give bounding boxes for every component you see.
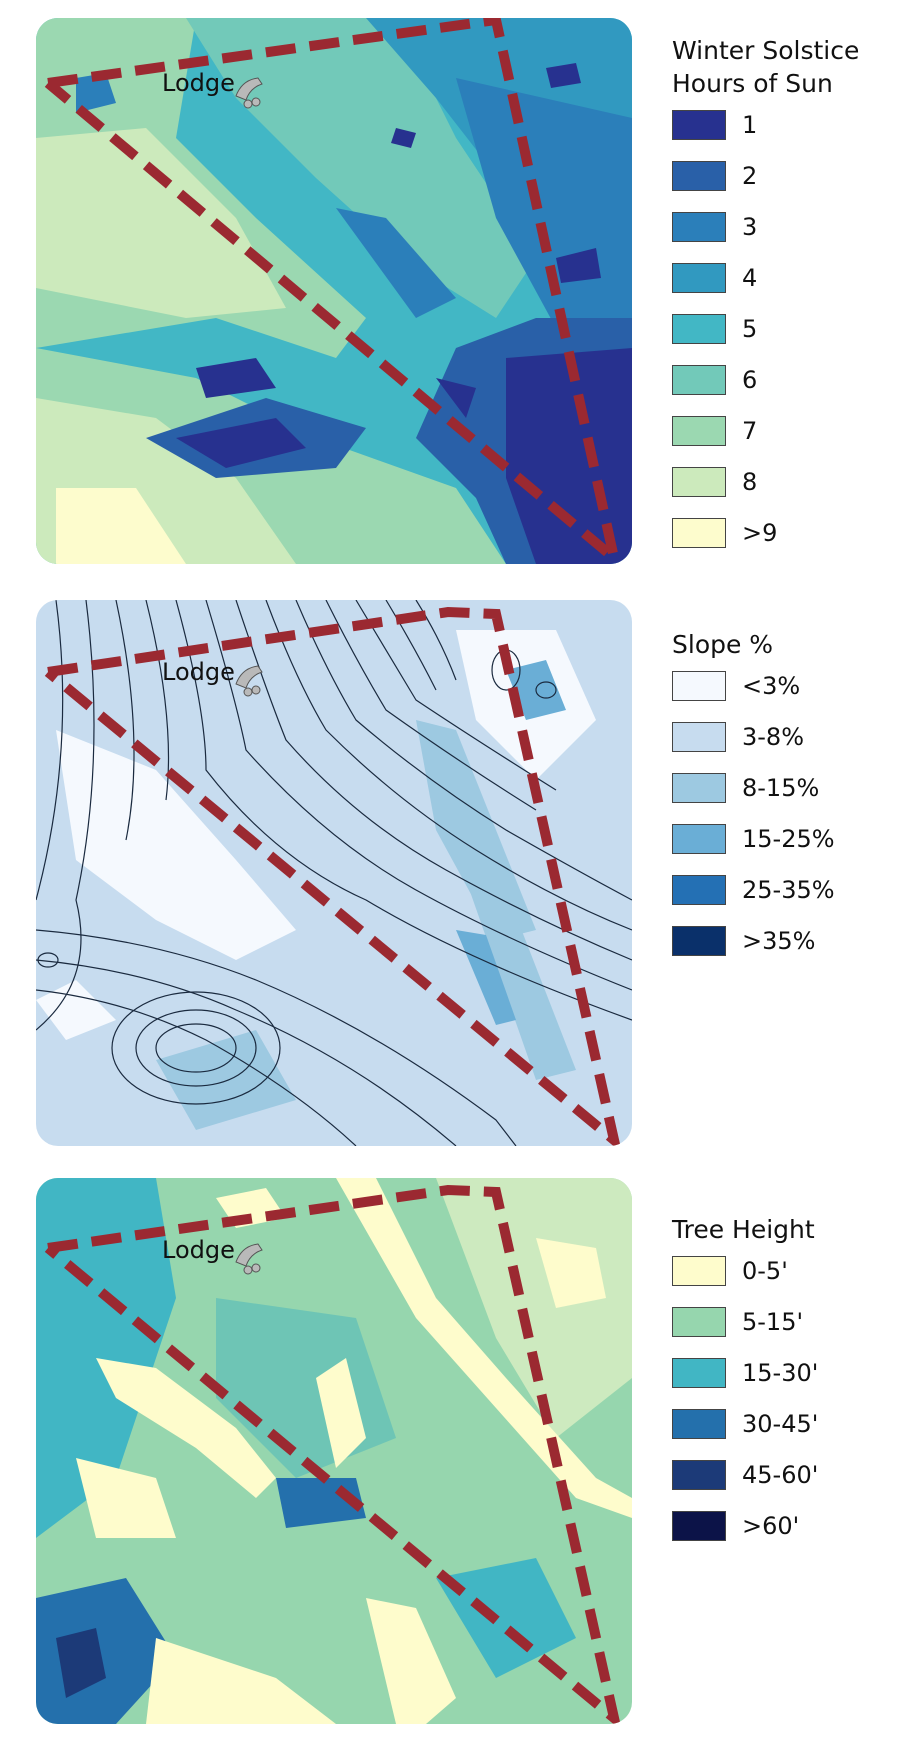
legend-item: 7 [672, 416, 892, 467]
legend-label: 1 [742, 111, 758, 139]
legend-swatch [672, 467, 726, 497]
lodge-label: Lodge [162, 69, 235, 97]
tree-height-map[interactable]: Lodge [36, 1178, 632, 1724]
legend-list: 1 2 3 4 5 6 7 8 >9 [672, 110, 892, 569]
legend-list: 0-5' 5-15' 15-30' 30-45' 45-60' >60' [672, 1256, 892, 1562]
legend-label: 0-5' [742, 1257, 788, 1285]
legend-title: Winter Solstice Hours of Sun [672, 36, 860, 98]
legend-swatch [672, 875, 726, 905]
legend-label: 15-30' [742, 1359, 819, 1387]
legend-swatch [672, 518, 726, 548]
legend-swatch [672, 671, 726, 701]
sun-hours-map-canvas: Lodge [36, 18, 632, 564]
legend-label: 25-35% [742, 876, 835, 904]
legend-item: 2 [672, 161, 892, 212]
legend-label: 6 [742, 366, 758, 394]
legend-label: 5-15' [742, 1308, 804, 1336]
legend-swatch [672, 263, 726, 293]
boundary-triangle [44, 606, 621, 1146]
legend-label: 8 [742, 468, 758, 496]
lodge-building-icon [235, 1243, 263, 1275]
legend-label: 7 [742, 417, 758, 445]
legend-label: <3% [742, 672, 801, 700]
legend-item: 8 [672, 467, 892, 518]
sun-hours-map[interactable]: Lodge [36, 18, 632, 564]
lodge-label: Lodge [162, 658, 235, 686]
tree-height-legend: Tree Height 0-5' 5-15' 15-30' 30-45' 45-60' >… [672, 1213, 892, 1562]
legend-swatch [672, 365, 726, 395]
legend-label: >60' [742, 1512, 800, 1540]
legend-item: 6 [672, 365, 892, 416]
legend-item: 5 [672, 314, 892, 365]
legend-swatch [672, 773, 726, 803]
legend-swatch [672, 212, 726, 242]
legend-item: 25-35% [672, 875, 892, 926]
lodge-label: Lodge [162, 1236, 235, 1264]
legend-label: 15-25% [742, 825, 835, 853]
slope-legend: Slope % <3% 3-8% 8-15% 15-25% 25-35% >35% [672, 628, 892, 977]
legend-swatch [672, 722, 726, 752]
boundary-triangle [44, 18, 621, 564]
legend-item: >35% [672, 926, 892, 977]
legend-label: 30-45' [742, 1410, 819, 1438]
legend-item: 0-5' [672, 1256, 892, 1307]
legend-label: 45-60' [742, 1461, 819, 1489]
legend-item: 1 [672, 110, 892, 161]
legend-label: 3 [742, 213, 758, 241]
legend-item: 15-30' [672, 1358, 892, 1409]
contour-lines [36, 600, 632, 1146]
legend-item: 5-15' [672, 1307, 892, 1358]
legend-swatch [672, 416, 726, 446]
slope-map[interactable]: Lodge [36, 600, 632, 1146]
legend-item: <3% [672, 671, 892, 722]
legend-swatch [672, 1307, 726, 1337]
legend-swatch [672, 1256, 726, 1286]
legend-title: Tree Height [672, 1215, 815, 1244]
legend-label: 4 [742, 264, 758, 292]
legend-swatch [672, 1358, 726, 1388]
tree-height-map-canvas: Lodge [36, 1178, 632, 1724]
legend-item: 4 [672, 263, 892, 314]
legend-label: >35% [742, 927, 816, 955]
slope-map-canvas: Lodge [36, 600, 632, 1146]
boundary-triangle [44, 1184, 621, 1724]
legend-label: 5 [742, 315, 758, 343]
legend-label: 3-8% [742, 723, 805, 751]
lodge-building-icon [235, 665, 263, 697]
legend-swatch [672, 1409, 726, 1439]
legend-item: 15-25% [672, 824, 892, 875]
legend-swatch [672, 1511, 726, 1541]
legend-list: <3% 3-8% 8-15% 15-25% 25-35% >35% [672, 671, 892, 977]
legend-item: 3-8% [672, 722, 892, 773]
legend-item: >9 [672, 518, 892, 569]
legend-label: >9 [742, 519, 778, 547]
legend-swatch [672, 161, 726, 191]
legend-swatch [672, 1460, 726, 1490]
lodge-building-icon [235, 77, 263, 109]
legend-swatch [672, 926, 726, 956]
legend-item: 8-15% [672, 773, 892, 824]
legend-swatch [672, 314, 726, 344]
legend-title: Slope % [672, 630, 774, 659]
sun-hours-legend: Winter Solstice Hours of Sun 1 2 3 4 5 6 7 8 >9 [672, 34, 892, 569]
legend-item: 30-45' [672, 1409, 892, 1460]
legend-label: 2 [742, 162, 758, 190]
legend-item: >60' [672, 1511, 892, 1562]
legend-swatch [672, 824, 726, 854]
legend-swatch [672, 110, 726, 140]
legend-item: 45-60' [672, 1460, 892, 1511]
legend-label: 8-15% [742, 774, 820, 802]
legend-item: 3 [672, 212, 892, 263]
